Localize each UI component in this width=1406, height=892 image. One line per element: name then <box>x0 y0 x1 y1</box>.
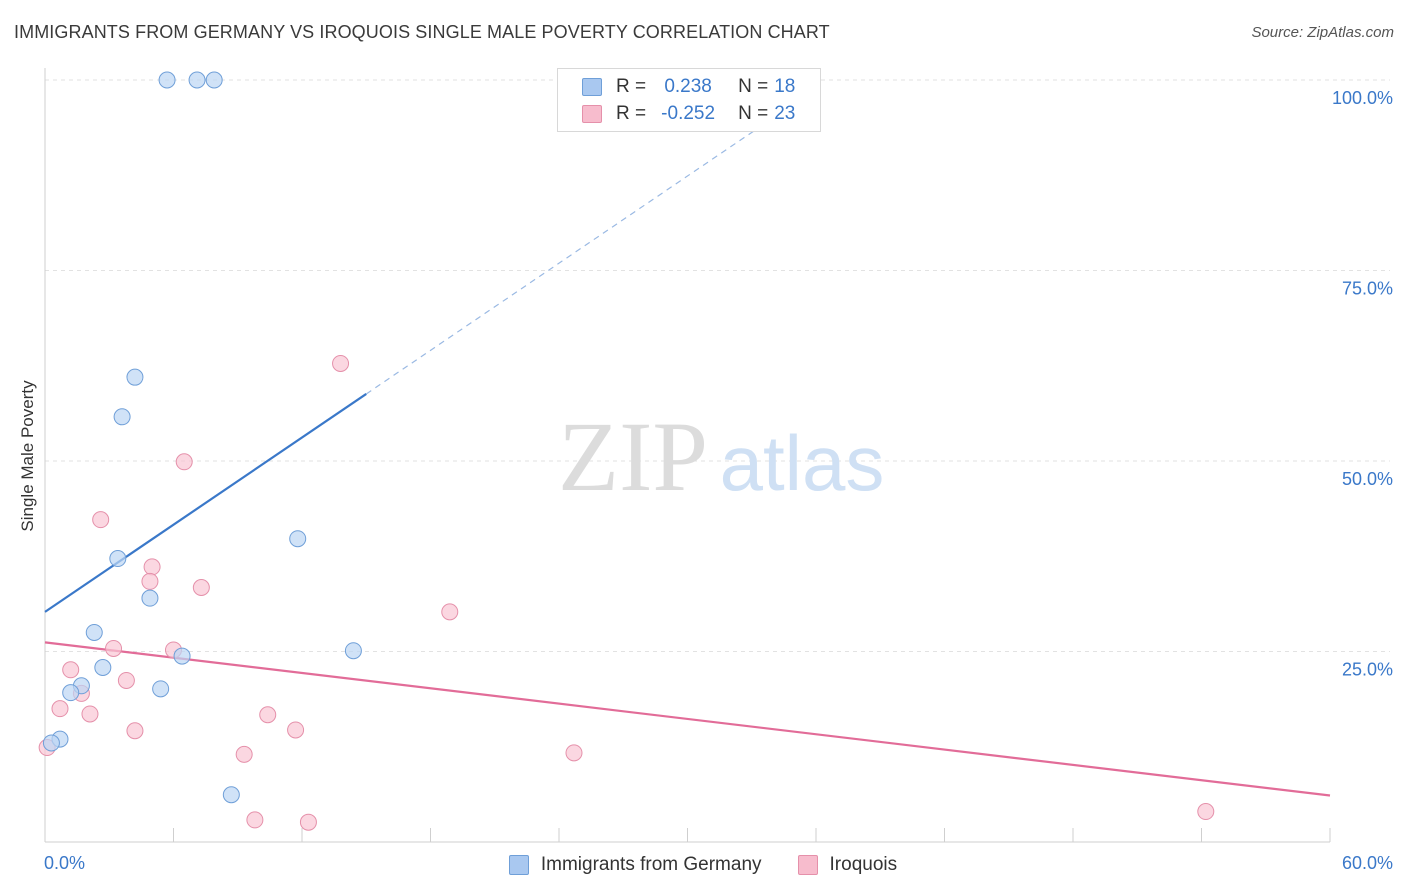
legend-row-germany: R = 0.238 N = 18 <box>582 75 795 99</box>
trend-lines <box>44 88 1331 797</box>
watermark-zip: ZIP <box>558 401 708 512</box>
y-tick-label: 75.0% <box>1342 279 1393 299</box>
data-point-iroquois[interactable] <box>117 671 135 689</box>
data-point-iroquois[interactable] <box>175 453 193 471</box>
data-point-iroquois[interactable] <box>81 705 99 723</box>
trend-line-germany <box>44 393 367 613</box>
watermark: ZIP atlas <box>558 401 884 512</box>
y-tick-label: 25.0% <box>1342 660 1393 680</box>
data-point-iroquois[interactable] <box>259 706 277 724</box>
x-tick-label-max: 60.0% <box>1342 853 1393 873</box>
data-point-germany[interactable] <box>158 71 176 89</box>
data-point-iroquois[interactable] <box>143 558 161 576</box>
data-point-iroquois[interactable] <box>51 700 69 718</box>
data-point-germany[interactable] <box>94 659 112 677</box>
x-ticks <box>44 828 1331 842</box>
data-point-germany[interactable] <box>113 408 131 426</box>
data-point-iroquois[interactable] <box>192 578 210 596</box>
data-point-iroquois[interactable] <box>299 813 317 831</box>
data-point-iroquois[interactable] <box>62 661 80 679</box>
legend-n-label: N = <box>738 103 769 124</box>
grid-lines <box>45 79 1390 652</box>
trend-line-iroquois <box>44 641 1331 797</box>
data-point-germany[interactable] <box>188 71 206 89</box>
legend-r-value: -0.252 <box>661 103 716 124</box>
legend-label-iroquois: Iroquois <box>829 854 898 875</box>
data-point-germany[interactable] <box>109 550 127 568</box>
data-point-iroquois[interactable] <box>332 354 350 372</box>
data-point-iroquois[interactable] <box>441 603 459 621</box>
legend-n-label: N = <box>738 76 769 97</box>
x-tick-label-min: 0.0% <box>44 853 85 873</box>
data-point-germany[interactable] <box>205 71 223 89</box>
legend-swatch-germany <box>508 855 529 875</box>
legend-label-germany: Immigrants from Germany <box>540 854 762 875</box>
data-point-germany[interactable] <box>344 642 362 660</box>
data-point-iroquois[interactable] <box>565 744 583 762</box>
data-point-germany[interactable] <box>126 368 144 386</box>
data-point-iroquois[interactable] <box>92 511 110 529</box>
data-point-iroquois[interactable] <box>235 745 253 763</box>
data-point-iroquois[interactable] <box>105 639 123 657</box>
source-label: Source: ZipAtlas.com <box>1251 24 1394 41</box>
legend-r-label: R = <box>616 103 647 124</box>
legend-item-germany[interactable]: Immigrants from Germany <box>508 854 762 876</box>
legend-r-label: R = <box>616 76 647 97</box>
data-point-iroquois[interactable] <box>246 811 264 829</box>
data-point-germany[interactable] <box>289 530 307 548</box>
legend-item-iroquois[interactable]: Iroquois <box>797 854 898 876</box>
data-point-iroquois[interactable] <box>287 721 305 739</box>
data-point-iroquois[interactable] <box>1197 803 1215 821</box>
series-legend: Immigrants from Germany Iroquois <box>0 852 1406 878</box>
y-axis-label: Single Male Poverty <box>18 380 37 532</box>
data-points <box>38 71 1215 831</box>
data-point-germany[interactable] <box>42 734 60 752</box>
y-tick-label: 50.0% <box>1342 469 1393 489</box>
legend-swatch-iroquois <box>582 105 602 123</box>
data-point-germany[interactable] <box>141 589 159 607</box>
data-point-germany[interactable] <box>222 786 240 804</box>
data-point-iroquois[interactable] <box>126 722 144 740</box>
legend-r-value: 0.238 <box>664 76 712 97</box>
trend-extension-germany <box>365 88 817 395</box>
data-point-germany[interactable] <box>62 684 80 702</box>
legend-row-iroquois: R = -0.252 N = 23 <box>582 102 795 126</box>
stats-legend: R = 0.238 N = 18 R = -0.252 N = 23 <box>557 68 821 132</box>
data-point-germany[interactable] <box>85 623 103 641</box>
y-tick-labels: 25.0% 50.0% 75.0% 100.0% <box>1332 88 1393 680</box>
watermark-atlas: atlas <box>720 419 885 507</box>
legend-n-value: 23 <box>774 103 796 124</box>
legend-swatch-iroquois <box>797 855 818 875</box>
data-point-iroquois[interactable] <box>141 572 159 590</box>
legend-n-value: 18 <box>774 76 796 97</box>
data-point-germany[interactable] <box>152 680 170 698</box>
data-point-germany[interactable] <box>173 647 191 665</box>
y-tick-label: 100.0% <box>1332 88 1393 108</box>
chart-title: IMMIGRANTS FROM GERMANY VS IROQUOIS SING… <box>14 22 830 42</box>
legend-swatch-germany <box>582 78 602 96</box>
